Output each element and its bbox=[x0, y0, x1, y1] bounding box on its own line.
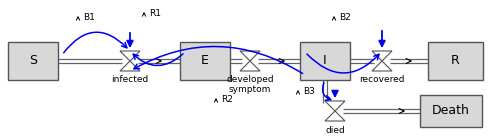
Text: Death: Death bbox=[432, 104, 470, 118]
Text: developed
symptom: developed symptom bbox=[226, 75, 274, 94]
Polygon shape bbox=[240, 51, 260, 61]
Text: B3: B3 bbox=[303, 86, 315, 95]
Bar bbox=[420, 95, 482, 127]
Polygon shape bbox=[325, 101, 345, 111]
Text: R: R bbox=[451, 55, 460, 67]
Bar bbox=[428, 42, 483, 80]
Bar bbox=[8, 42, 58, 80]
Bar bbox=[180, 42, 230, 80]
Polygon shape bbox=[120, 51, 140, 61]
Text: I: I bbox=[323, 55, 327, 67]
Text: R2: R2 bbox=[221, 95, 233, 103]
Text: recovered: recovered bbox=[359, 75, 405, 84]
Text: died: died bbox=[325, 126, 345, 135]
Polygon shape bbox=[240, 61, 260, 71]
Text: R1: R1 bbox=[149, 8, 161, 18]
Polygon shape bbox=[120, 61, 140, 71]
Text: B1: B1 bbox=[83, 13, 95, 21]
Text: S: S bbox=[29, 55, 37, 67]
Text: B2: B2 bbox=[339, 13, 351, 21]
Bar bbox=[300, 42, 350, 80]
Polygon shape bbox=[372, 51, 392, 61]
Polygon shape bbox=[372, 61, 392, 71]
Text: infected: infected bbox=[112, 75, 148, 84]
Text: E: E bbox=[201, 55, 209, 67]
Polygon shape bbox=[325, 111, 345, 121]
